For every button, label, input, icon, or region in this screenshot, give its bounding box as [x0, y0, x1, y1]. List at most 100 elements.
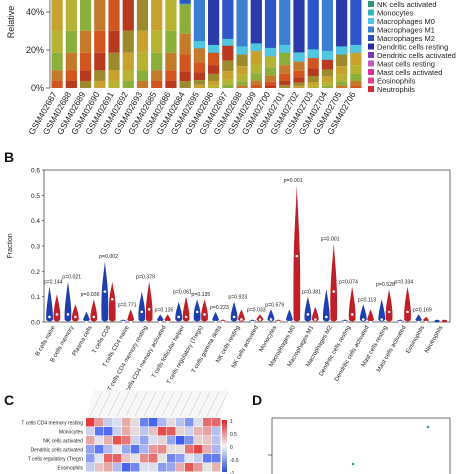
heatmap-cell — [122, 436, 131, 445]
y-tick-label: 0.4 — [31, 218, 40, 225]
bar-segment — [108, 52, 120, 71]
violin-median — [406, 310, 409, 314]
legend-entry: Neutrophils — [377, 85, 415, 94]
y-tick-label: 40% — [26, 7, 44, 17]
bar-segment — [350, 52, 362, 66]
bar-segment — [122, 70, 134, 81]
column-header-line — [125, 391, 139, 417]
bar-segment — [279, 52, 291, 66]
bar-segment — [350, 85, 362, 88]
violin-median — [343, 320, 347, 324]
violin-median — [184, 315, 188, 319]
bar-segment — [179, 4, 191, 34]
bar-segment — [94, 70, 106, 81]
heatmap-cell — [86, 418, 95, 427]
heatmap-cell — [185, 436, 194, 445]
p-value-label: p=0.033 — [247, 307, 266, 313]
heatmap-cell — [86, 463, 95, 472]
bar-segment — [279, 73, 291, 81]
y-tick-label: 0.2 — [31, 269, 40, 276]
heatmap-cell — [122, 418, 131, 427]
bar-segment — [293, 82, 305, 86]
bar-segment-cyan — [279, 44, 291, 53]
bar-segment — [51, 80, 63, 88]
heatmap-cell — [203, 427, 212, 436]
violin-median — [158, 320, 162, 324]
column-header-line — [215, 391, 229, 417]
y-tick-label: 0.5 — [31, 193, 40, 200]
legend-swatch — [368, 1, 374, 7]
bar-segment — [307, 82, 319, 86]
violin-shape — [378, 299, 386, 322]
bar-segment-cyan — [350, 44, 362, 53]
bar-segment — [65, 0, 77, 31]
violin-median — [369, 320, 372, 324]
legend-swatch — [368, 86, 374, 92]
violin-shape — [434, 319, 440, 323]
bar-segment — [193, 72, 205, 81]
heatmap-row-label: Eosinophils — [57, 466, 83, 472]
p-value-label: p=0.135 — [191, 292, 210, 298]
bar-segment — [336, 54, 348, 67]
heatmap-cell — [176, 463, 185, 472]
violin-shape — [90, 299, 98, 322]
column-header-area — [86, 390, 227, 418]
bar-segment — [51, 0, 63, 31]
heatmap-cell — [104, 418, 113, 427]
heatmap-cell — [212, 418, 221, 427]
bar-segment — [336, 81, 348, 86]
bar-segment — [94, 80, 106, 88]
heatmap-scale-label: -1 — [230, 471, 235, 474]
p-value-label: p=0.169 — [413, 307, 432, 313]
bar-segment — [136, 52, 149, 71]
violin-shape — [404, 286, 411, 322]
heatmap-cell — [131, 418, 140, 427]
heatmap-cell — [167, 463, 176, 472]
column-header-line — [170, 391, 184, 417]
heatmap-cell — [203, 454, 212, 463]
heatmap-cell — [203, 463, 212, 472]
scatter-point — [426, 425, 430, 429]
violin-shape — [219, 319, 227, 322]
violin-shape — [442, 319, 447, 323]
column-header-line — [197, 391, 211, 417]
violin-shape — [230, 301, 238, 322]
y-tick-label: 0.1 — [31, 294, 40, 301]
violin-median — [92, 315, 96, 319]
heatmap-cell — [185, 418, 194, 427]
bar-segment — [79, 80, 92, 88]
heatmap-scale-label: 1 — [230, 419, 233, 425]
violin-median — [417, 320, 420, 324]
heatmap-cell — [212, 463, 221, 472]
bar-segment — [165, 0, 177, 31]
bar-segment — [79, 30, 92, 53]
bar-segment-blue — [250, 0, 262, 52]
bar-segment — [264, 67, 277, 76]
bar-segment-blue — [208, 0, 220, 53]
heatmap-cell — [149, 445, 158, 454]
legend-entry: NK cells activated — [377, 0, 437, 9]
bar-segment — [236, 81, 248, 86]
bar-segment-cyan — [336, 46, 348, 55]
bar-segment — [293, 70, 305, 78]
bar-segment — [122, 0, 134, 31]
bar-segment — [222, 84, 234, 88]
bar-segment — [307, 68, 319, 77]
bar-segment — [250, 51, 262, 64]
x-tick-label: T cells CD8 — [92, 324, 113, 354]
bar-segment-blue — [179, 0, 191, 5]
heatmap-cell — [140, 463, 149, 472]
violin-median — [85, 320, 88, 324]
violin-median — [240, 318, 243, 321]
violin-shape — [212, 311, 220, 322]
violin-median — [258, 318, 262, 321]
violin-shape — [330, 243, 338, 322]
heatmap-cell — [95, 418, 104, 427]
heatmap-cell — [131, 454, 140, 463]
bar-segment — [165, 52, 177, 71]
heatmap-cell — [194, 454, 203, 463]
bar-segment — [108, 0, 120, 31]
